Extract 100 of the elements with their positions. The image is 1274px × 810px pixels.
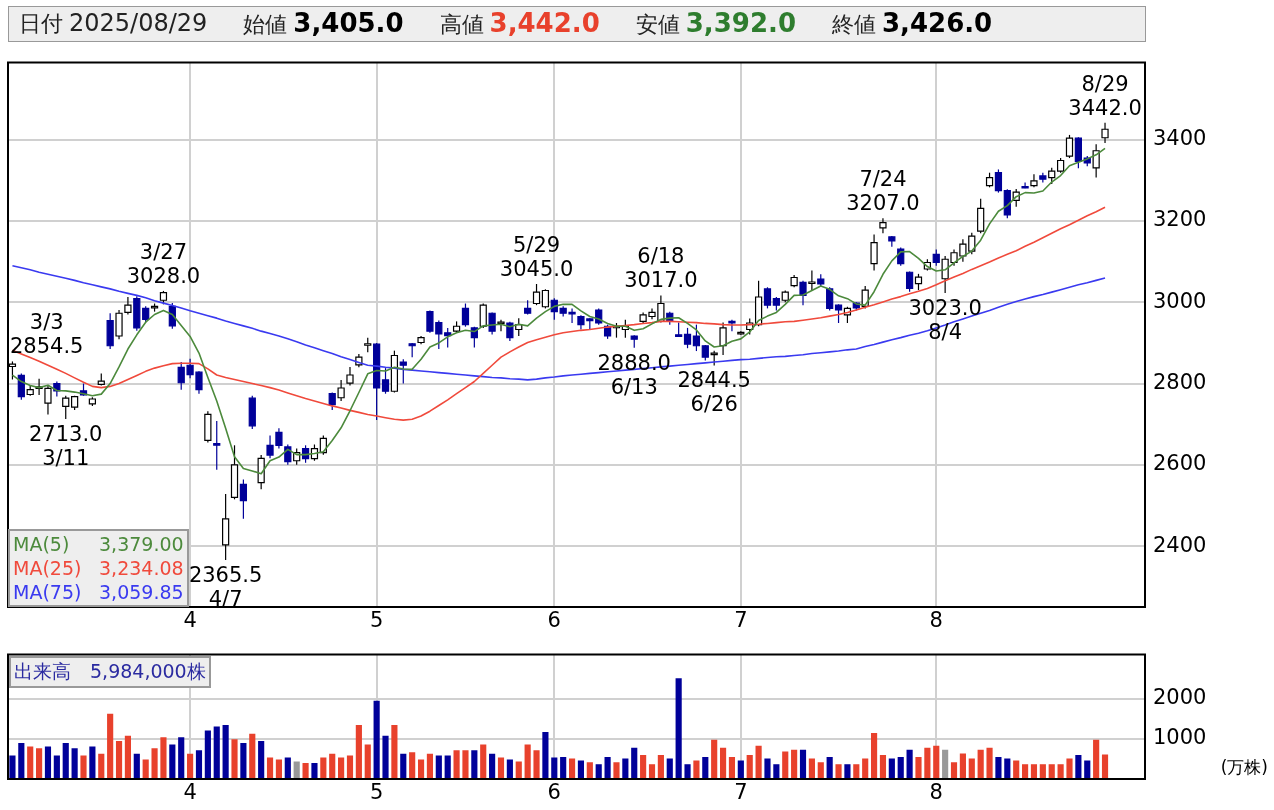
bar — [27, 746, 34, 779]
bar — [1039, 764, 1046, 779]
bar — [711, 739, 718, 779]
bar — [915, 757, 922, 779]
bar — [107, 713, 114, 779]
bar — [204, 730, 211, 779]
bar — [124, 735, 131, 779]
annotation: 3,234.08 — [99, 557, 184, 579]
bar — [995, 757, 1002, 779]
bar — [764, 758, 771, 779]
bar — [62, 742, 69, 779]
annotation: 8/29 3442.0 — [1068, 71, 1142, 120]
bar — [613, 762, 620, 779]
bar — [462, 750, 469, 779]
x-tick-label: 8 — [929, 780, 943, 805]
bar — [160, 737, 167, 779]
bar — [497, 757, 505, 779]
annotation: 5/29 3045.0 — [499, 233, 574, 282]
x-tick-label: 7 — [734, 608, 748, 633]
bar — [89, 746, 96, 779]
bar — [275, 759, 283, 779]
bar — [284, 757, 291, 779]
bar — [426, 753, 434, 779]
bar — [195, 750, 203, 779]
bar — [36, 748, 43, 779]
bar — [249, 733, 256, 779]
annotation: 6/18 3017.0 — [624, 244, 698, 293]
x-tick-label: 4 — [183, 780, 197, 805]
bar — [80, 755, 87, 779]
bar — [1066, 758, 1073, 779]
bar — [231, 739, 238, 779]
annotation: 2713.0 3/11 — [29, 421, 103, 470]
bar — [1048, 764, 1055, 779]
bar — [240, 742, 247, 779]
y-tick-label: 1000 — [1153, 725, 1207, 750]
x-tick-label: 5 — [369, 608, 384, 633]
bar — [640, 754, 647, 779]
bar — [1075, 754, 1082, 779]
text: MA(5) — [13, 532, 71, 556]
bar — [9, 755, 16, 779]
bar — [684, 764, 691, 779]
bar — [169, 744, 176, 779]
bar — [666, 758, 673, 779]
bar — [648, 764, 656, 779]
bar — [924, 747, 931, 779]
bar — [675, 678, 682, 779]
bar — [551, 757, 558, 779]
bar — [453, 750, 460, 779]
bar — [595, 764, 602, 779]
bar — [773, 764, 780, 779]
bar — [968, 758, 975, 779]
bar — [808, 758, 815, 779]
bar — [346, 755, 354, 779]
bar — [293, 761, 300, 779]
bar — [515, 761, 522, 779]
bar — [817, 762, 824, 779]
bar — [737, 760, 744, 779]
bar — [1013, 760, 1020, 779]
bar — [71, 748, 78, 779]
bar — [435, 755, 442, 779]
bar — [586, 762, 593, 779]
bar — [213, 726, 220, 779]
bar — [1057, 764, 1064, 779]
bar — [560, 757, 567, 779]
y-tick-label: 3000 — [1153, 288, 1207, 313]
y-tick-label: 2000 — [1153, 685, 1207, 710]
annotation: 3/27 3028.0 — [126, 239, 201, 288]
bar — [187, 753, 194, 779]
bar — [320, 757, 327, 779]
bar — [222, 724, 229, 779]
bar — [329, 753, 336, 779]
bar — [950, 762, 958, 779]
y-axis-title: (万株) — [1220, 756, 1268, 777]
bar — [524, 744, 531, 779]
x-tick-label: 7 — [734, 780, 748, 805]
bar — [1022, 764, 1029, 779]
bar — [933, 745, 940, 779]
bar — [577, 760, 585, 779]
bar — [506, 759, 513, 779]
bar — [870, 732, 878, 779]
bar — [657, 754, 664, 779]
annotation: 2844.5 6/26 — [677, 368, 751, 417]
x-tick-label: 6 — [547, 608, 561, 633]
bar — [142, 759, 149, 779]
bar — [178, 737, 185, 779]
x-tick-label: 6 — [547, 780, 561, 805]
y-tick-label: 2600 — [1153, 451, 1207, 476]
bar — [782, 751, 789, 779]
annotation: 3/3 2854.5 — [10, 310, 84, 359]
text: MA(25) — [13, 556, 83, 580]
bar — [799, 749, 807, 779]
bar — [693, 760, 700, 779]
bar — [844, 764, 851, 779]
bar — [826, 757, 833, 779]
bar — [533, 750, 540, 779]
bar — [382, 735, 389, 779]
bar — [986, 747, 993, 779]
bar — [444, 755, 451, 779]
bar — [853, 764, 860, 779]
chart-title: 出来高 5,984,000株 — [9, 655, 211, 688]
